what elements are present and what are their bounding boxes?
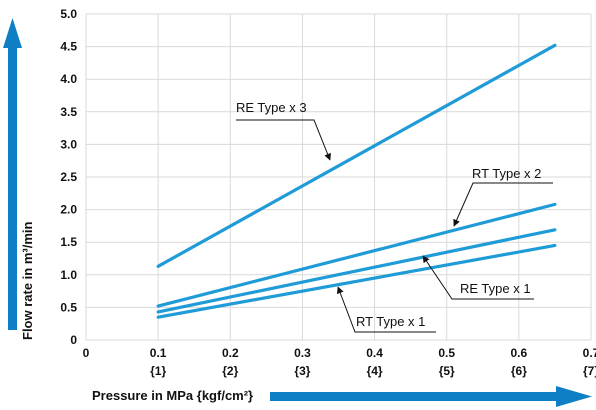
series-label-rt-type-x2: RT Type x 2 xyxy=(472,166,541,181)
y-axis-arrow-shaft xyxy=(8,45,17,330)
y-tick-labels: 0 0.5 1.0 1.5 2.0 2.5 3.0 3.5 4.0 4.5 5.0 xyxy=(60,7,77,347)
y-tick-label: 2.5 xyxy=(60,170,77,184)
x-tick-label: 0.7 xyxy=(583,346,596,360)
x-tick-label: 0.1 xyxy=(150,346,167,360)
y-tick-label: 4.0 xyxy=(60,72,77,86)
x-tick-sublabel: {5} xyxy=(439,364,455,378)
x-tick-label: 0.3 xyxy=(294,346,311,360)
x-tick-sublabel: {3} xyxy=(294,364,310,378)
series-label-rt-type-x1: RT Type x 1 xyxy=(356,314,425,329)
y-tick-label: 0.5 xyxy=(60,300,77,314)
y-tick-label: 1.5 xyxy=(60,235,77,249)
leader-re-type-x3 xyxy=(236,119,331,161)
x-axis-title-group: Pressure in MPa {kgf/cm²} xyxy=(92,386,592,407)
x-tick-label: 0.2 xyxy=(222,346,239,360)
x-axis-arrow-head xyxy=(556,386,592,407)
series-label-re-type-x3: RE Type x 3 xyxy=(236,100,307,115)
series-line-re-type-x-3 xyxy=(156,43,557,268)
x-tick-sublabel: {4} xyxy=(367,364,383,378)
y-tick-label: 2.0 xyxy=(60,203,77,217)
label-re-type-x3: RE Type x 3 xyxy=(236,100,331,161)
x-tick-sublabel: {7} xyxy=(583,364,596,378)
x-axis-arrow-shaft xyxy=(270,392,560,401)
grid-lines xyxy=(85,13,592,341)
series-line-re-type-x-1 xyxy=(156,228,557,314)
y-tick-label: 0 xyxy=(70,333,77,347)
y-axis-title: Flow rate in m³/min xyxy=(20,221,35,340)
y-tick-label: 4.5 xyxy=(60,40,77,54)
x-tick-label: 0 xyxy=(83,346,90,360)
x-tick-label: 0.5 xyxy=(438,346,455,360)
x-tick-label: 0.6 xyxy=(511,346,528,360)
x-tick-sublabel: {2} xyxy=(222,364,238,378)
x-axis-title: Pressure in MPa {kgf/cm²} xyxy=(92,388,253,403)
leader-rt-type-x2 xyxy=(453,182,553,227)
label-rt-type-x2: RT Type x 2 xyxy=(453,166,553,227)
y-axis-arrow-head xyxy=(3,18,22,48)
y-tick-label: 3.5 xyxy=(60,105,77,119)
series-line-rt-type-x-1 xyxy=(156,243,557,319)
x-tick-sublabel: {1} xyxy=(150,364,166,378)
label-rt-type-x1: RT Type x 1 xyxy=(336,286,436,333)
y-tick-label: 5.0 xyxy=(60,7,77,21)
x-tick-sublabel: {6} xyxy=(511,364,527,378)
x-tick-label: 0.4 xyxy=(366,346,383,360)
label-re-type-x1: RE Type x 1 xyxy=(422,255,534,300)
series-label-re-type-x1: RE Type x 1 xyxy=(460,281,531,296)
series-line-rt-type-x-2 xyxy=(156,202,557,308)
y-tick-label: 1.0 xyxy=(60,268,77,282)
x-tick-labels: 0 0.1 {1} 0.2 {2} 0.3 {3} 0.4 {4} 0.5 {5} 0.6 {6} 0.7… xyxy=(83,346,596,378)
y-tick-label: 3.0 xyxy=(60,137,77,151)
y-axis-title-group: Flow rate in m³/min xyxy=(3,18,35,340)
leader-rt-type-x1 xyxy=(336,286,436,333)
series-lines xyxy=(156,43,557,319)
leader-re-type-x1 xyxy=(422,255,534,300)
